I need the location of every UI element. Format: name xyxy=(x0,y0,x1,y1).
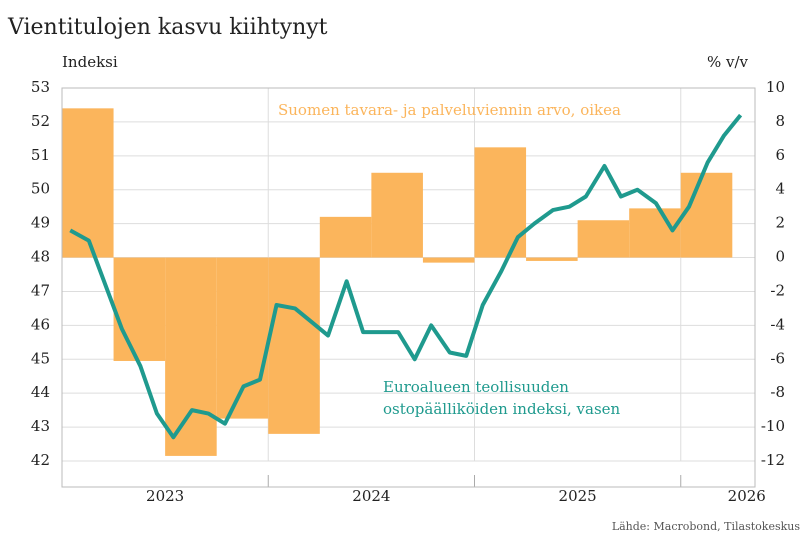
y-tick-label: 44 xyxy=(31,383,50,401)
y-tick-label: 45 xyxy=(31,349,50,367)
chart-title: Vientitulojen kasvu kiihtynyt xyxy=(7,15,328,40)
y2-tick-label: 8 xyxy=(775,112,785,130)
y2-tick-label: -12 xyxy=(761,451,785,469)
y-tick-label: 46 xyxy=(31,315,50,333)
bar xyxy=(165,257,217,456)
source: Lähde: Macrobond, Tilastokeskus xyxy=(612,520,801,533)
x-tick-label: 2026 xyxy=(728,487,766,505)
series-label: ostopäälliköiden indeksi, vasen xyxy=(383,400,621,418)
bar xyxy=(474,147,527,258)
line xyxy=(69,113,743,440)
y2-tick-label: -2 xyxy=(770,281,785,299)
bar xyxy=(526,257,578,261)
y-tick-label: 48 xyxy=(31,248,50,266)
y2-tick-label: 4 xyxy=(775,180,785,198)
y2-tick-label: 10 xyxy=(766,78,785,96)
bar xyxy=(113,257,166,361)
bar xyxy=(319,216,372,258)
x-tick-label: 2023 xyxy=(146,487,184,505)
y-tick-label: 47 xyxy=(31,281,50,299)
y2-tick-label: 2 xyxy=(775,214,785,232)
bar xyxy=(680,172,733,258)
y-tick-label: 53 xyxy=(31,78,50,96)
x-tick-label: 2025 xyxy=(559,487,597,505)
bar xyxy=(268,257,320,434)
y-tick-label: 42 xyxy=(31,451,50,469)
x-tick-label: 2024 xyxy=(352,487,390,505)
bar xyxy=(422,257,475,263)
y-tick-label: 52 xyxy=(31,112,50,130)
bar xyxy=(371,172,423,258)
y2-tick-label: -10 xyxy=(761,417,785,435)
y-tick-label: 43 xyxy=(31,417,50,435)
y-tick-label: 50 xyxy=(31,180,50,198)
series-label: Euroalueen teollisuuden xyxy=(383,378,569,396)
bar xyxy=(62,108,114,258)
y2-tick-label: -8 xyxy=(770,383,785,401)
plot-frame xyxy=(61,87,756,488)
y2-tick-label: 6 xyxy=(775,146,785,164)
bar xyxy=(629,208,681,258)
y-axis-label: Indeksi xyxy=(62,53,118,71)
y-tick-label: 51 xyxy=(31,146,50,164)
y-tick-label: 49 xyxy=(31,214,50,232)
y2-axis-label: % v/v xyxy=(707,53,749,71)
y2-tick-label: -4 xyxy=(770,315,785,333)
series-label: Suomen tavara- ja palveluviennin arvo, o… xyxy=(278,101,621,119)
bar xyxy=(216,257,269,419)
y2-tick-label: 0 xyxy=(775,248,785,266)
bar xyxy=(577,220,630,258)
y2-tick-label: -6 xyxy=(770,349,785,367)
